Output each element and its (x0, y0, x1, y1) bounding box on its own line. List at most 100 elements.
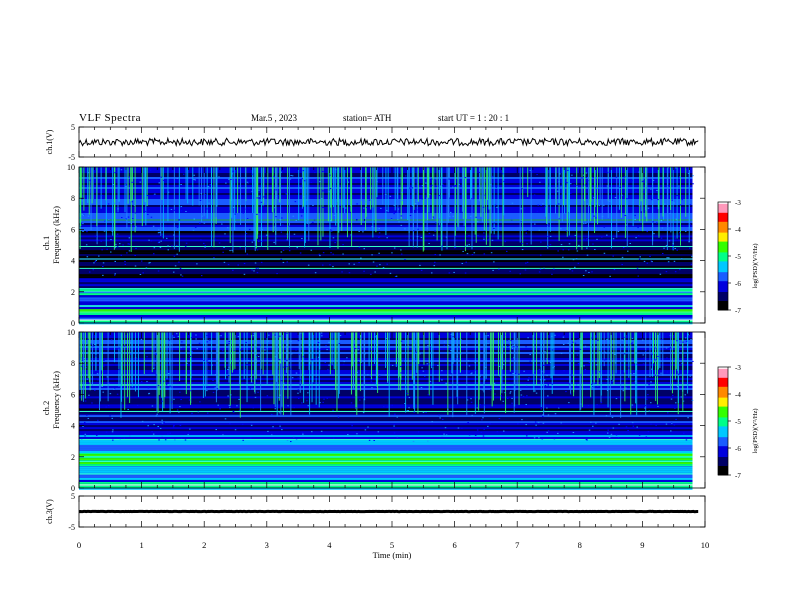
spec-speckle (526, 261, 529, 263)
spec-speckle (146, 356, 148, 358)
spec-speckle (319, 402, 321, 404)
spec-speckle (608, 436, 611, 438)
spec-speckle (540, 208, 542, 210)
spec-speckle (511, 347, 514, 349)
spec-speckle (458, 183, 460, 185)
colorbar-cell (718, 265, 728, 268)
spec-speckle (517, 373, 520, 375)
spec-speckle (690, 263, 693, 265)
spec-speckle (89, 180, 91, 182)
spec-speckle (569, 393, 572, 395)
spec-speckle (108, 382, 111, 384)
spec-speckle (674, 248, 676, 250)
spec-speckle (315, 178, 318, 180)
spec-speckle (675, 167, 677, 169)
spec-speckle (314, 272, 317, 274)
spec-speckle (422, 370, 425, 372)
station-label: station= ATH (343, 113, 392, 123)
spec-speckle (622, 390, 625, 392)
spec-speckle (110, 339, 113, 341)
spec-speckle (379, 264, 381, 266)
spec-speckle (355, 219, 358, 221)
spec-band (79, 254, 693, 257)
spec-speckle (666, 357, 668, 359)
spec-speckle (529, 360, 531, 362)
spec-speckle (600, 401, 603, 403)
spec-speckle (160, 176, 163, 178)
spec-speckle (103, 230, 106, 232)
spec-speckle (670, 422, 673, 424)
spec-speckle (592, 425, 594, 427)
spec-speckle (395, 275, 398, 277)
spec-speckle (551, 383, 554, 385)
spec-speckle (674, 271, 677, 273)
spec-speckle (420, 269, 423, 271)
spec-speckle (161, 419, 163, 421)
spec-speckle (428, 243, 430, 245)
spec-band (79, 268, 693, 271)
spec-speckle (228, 340, 231, 342)
spec-speckle (466, 399, 469, 401)
spec-speckle (134, 357, 137, 359)
spec-speckle (140, 260, 143, 262)
spec-band (79, 475, 693, 478)
spec-speckle (464, 272, 467, 274)
colorbar-cell (718, 419, 728, 422)
spec-speckle (462, 175, 465, 177)
spec-band (79, 237, 693, 240)
spec-speckle (326, 349, 328, 351)
spec-speckle (578, 244, 580, 246)
spec-speckle (408, 397, 411, 399)
spec-speckle (95, 236, 97, 238)
spec-speckle (475, 216, 477, 218)
colorbar-cell (718, 379, 728, 382)
colorbar-cell (718, 238, 728, 241)
colorbar-cell (718, 410, 728, 413)
spec-speckle (393, 213, 395, 215)
spec-speckle (274, 336, 277, 338)
spec-speckle (644, 405, 646, 407)
spec-speckle (113, 274, 116, 276)
spec-speckle (195, 334, 197, 336)
spec-speckle (196, 263, 198, 265)
spec-band (79, 266, 693, 269)
spec-speckle (542, 422, 545, 424)
spec-speckle (671, 348, 674, 350)
spec-speckle (297, 398, 300, 400)
spec-speckle (465, 261, 467, 263)
spec-band (79, 400, 693, 403)
spec-speckle (208, 339, 211, 341)
spec-band (79, 243, 693, 246)
spec-speckle (92, 345, 95, 347)
spec-speckle (229, 250, 231, 252)
spec-speckle (670, 430, 672, 432)
spec-speckle (123, 345, 126, 347)
spec-speckle (135, 247, 137, 249)
spec-speckle (258, 189, 260, 191)
spec-speckle (487, 335, 489, 337)
spec-speckle (289, 178, 292, 180)
colorbar-cell (718, 386, 728, 390)
spec-speckle (658, 333, 661, 335)
spec-speckle (509, 391, 512, 393)
spec-band (79, 260, 693, 263)
colorbar-cell (718, 381, 728, 384)
spec-speckle (658, 218, 660, 220)
colorbar-cell (718, 421, 728, 424)
spec-speckle (642, 191, 645, 193)
spec-speckle (553, 438, 556, 440)
colorbar-cell (718, 274, 728, 277)
spec-speckle (157, 229, 160, 231)
spec-speckle (128, 250, 131, 252)
spec-speckle (487, 343, 489, 345)
spec-speckle (601, 236, 603, 238)
spec-speckle (180, 274, 182, 276)
spec-speckle (493, 227, 495, 229)
spec-speckle (359, 399, 361, 401)
spec-speckle (158, 182, 161, 184)
colorbar-cell (718, 453, 728, 456)
spec-speckle (204, 246, 206, 248)
spec-band (79, 448, 693, 451)
spec-speckle (460, 339, 462, 341)
spec-speckle (206, 412, 209, 414)
